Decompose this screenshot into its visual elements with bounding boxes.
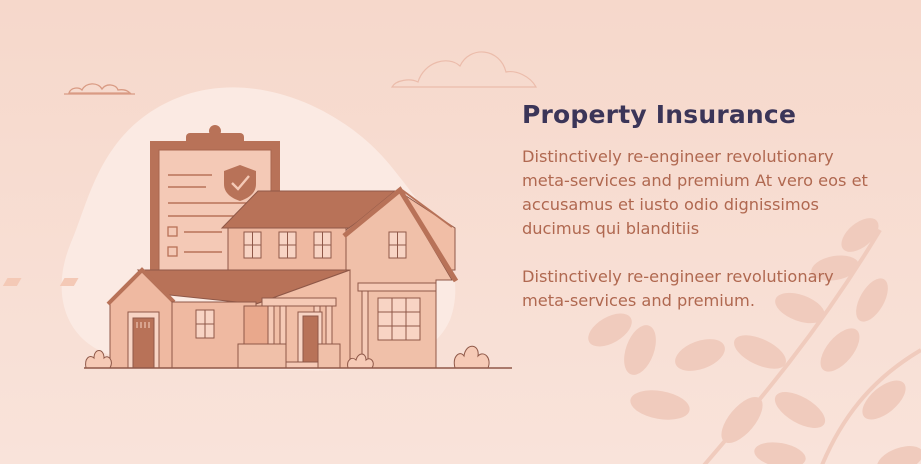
house-icon	[2, 186, 459, 369]
cloud-icon	[64, 83, 135, 95]
cloud-icon	[390, 51, 538, 88]
description-paragraph: Distinctively re-engineer revolutionary …	[522, 267, 834, 310]
page-title: Property Insurance	[522, 100, 797, 129]
description-paragraph: Distinctively re-engineer revolutionary …	[522, 147, 868, 238]
text-content: Property Insurance Distinctively re-engi…	[522, 100, 882, 313]
leaf-branch-icon	[588, 218, 921, 464]
shield-check-icon	[224, 165, 256, 201]
bush-icon	[85, 345, 490, 369]
